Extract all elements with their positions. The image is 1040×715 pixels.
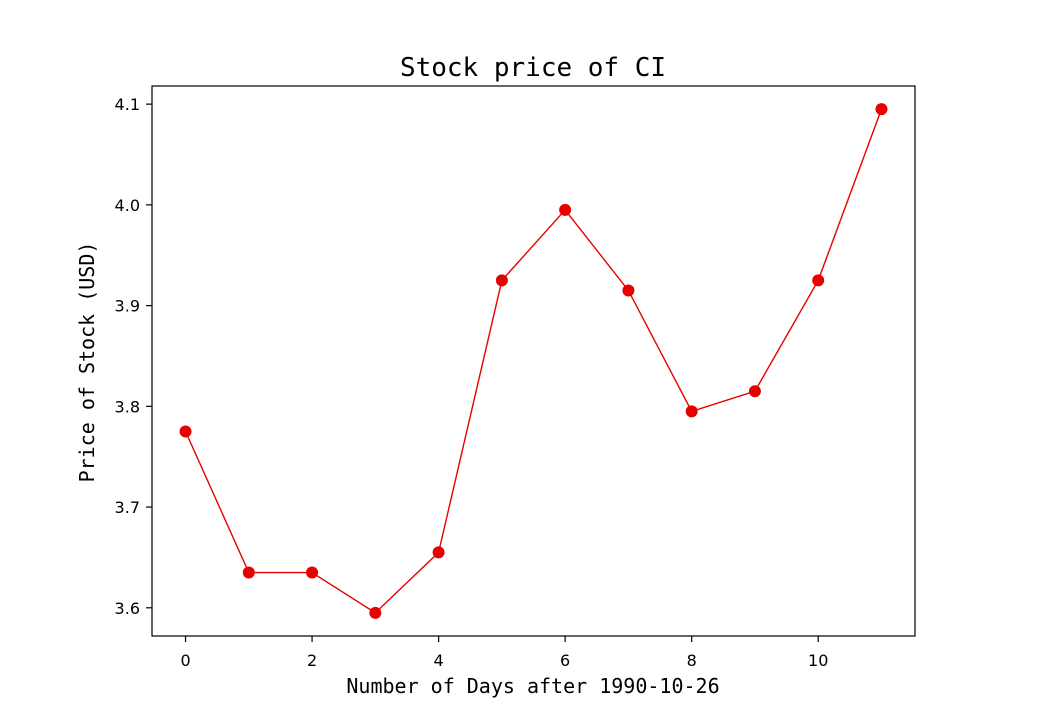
- data-point: [559, 203, 572, 216]
- data-point: [369, 606, 382, 619]
- plot-area: [151, 85, 916, 637]
- data-point: [179, 425, 192, 438]
- data-point: [622, 284, 635, 297]
- data-point: [685, 405, 698, 418]
- data-point: [432, 546, 445, 559]
- y-axis-ticks: 3.6 3.7 3.8 3.9 4.0 4.1: [115, 95, 152, 618]
- y-tick-label: 3.9: [115, 297, 140, 316]
- y-axis-label: Price of Stock (USD): [75, 242, 99, 483]
- data-point: [495, 274, 508, 287]
- x-tick-label: 4: [434, 651, 444, 670]
- y-tick-label: 3.8: [115, 397, 140, 416]
- x-tick-label: 10: [808, 651, 828, 670]
- data-point: [306, 566, 319, 579]
- plot-frame: [151, 85, 916, 637]
- series-line: [184, 108, 883, 614]
- data-point: [748, 385, 761, 398]
- data-point: [875, 103, 888, 116]
- x-tick-label: 6: [560, 651, 570, 670]
- data-point: [242, 566, 255, 579]
- y-tick-label: 4.1: [115, 95, 140, 114]
- series-layer: [179, 103, 888, 619]
- x-tick-label: 0: [180, 651, 190, 670]
- y-tick-label: 3.6: [115, 599, 140, 618]
- y-tick-label: 4.0: [115, 196, 140, 215]
- y-tick-label: 3.7: [115, 498, 140, 517]
- x-tick-label: 8: [687, 651, 697, 670]
- x-axis-ticks: 0 2 4 6 8 10: [180, 636, 828, 670]
- x-axis-label: Number of Days after 1990-10-26: [346, 674, 719, 698]
- data-point: [812, 274, 825, 287]
- x-tick-label: 2: [307, 651, 317, 670]
- chart-title: Stock price of CI: [400, 53, 666, 83]
